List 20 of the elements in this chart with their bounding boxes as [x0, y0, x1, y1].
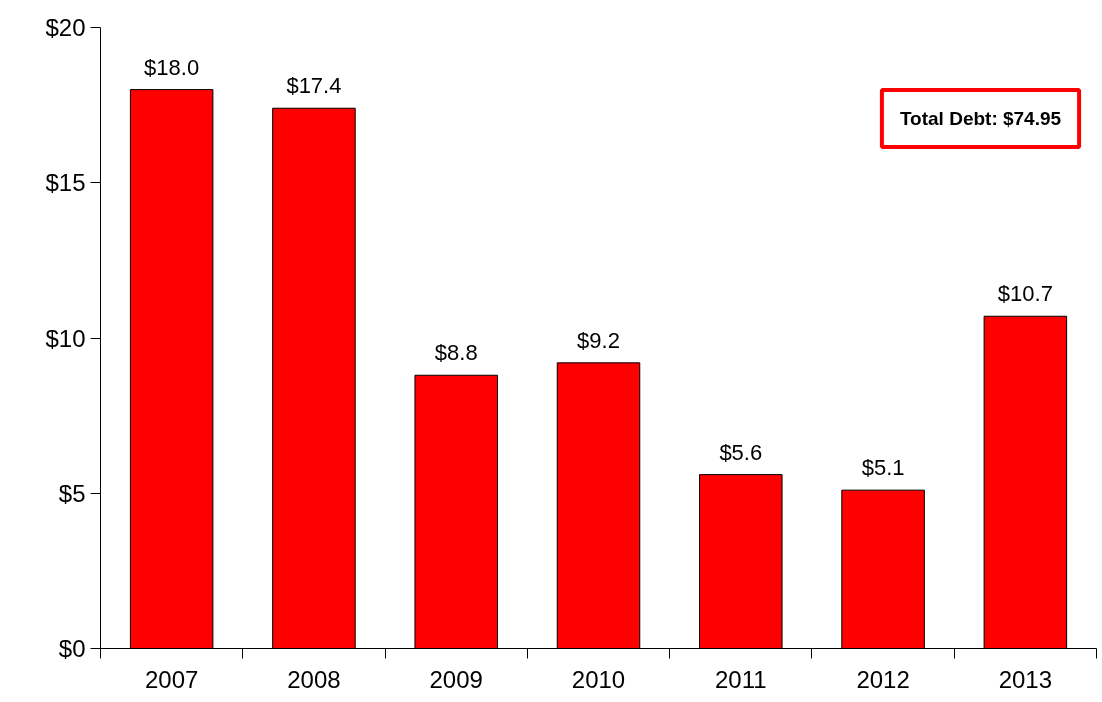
data-label: $9.2 — [577, 327, 620, 353]
y-tick-label: $10 — [45, 324, 86, 352]
x-tick-label: 2013 — [998, 665, 1053, 693]
x-tick-label: 2012 — [856, 665, 910, 693]
y-tick-label: $0 — [58, 635, 86, 662]
data-label: $8.8 — [434, 340, 478, 366]
data-label: $17.4 — [286, 73, 342, 99]
annotation: Total Debt: $74.95 — [899, 108, 1062, 129]
x-tick-label: 2010 — [571, 665, 626, 693]
y-tick-label: $15 — [45, 169, 86, 197]
x-tick-label: 2009 — [429, 665, 483, 693]
data-label: $10.7 — [997, 281, 1053, 307]
x-tick-label: 2007 — [144, 665, 199, 693]
x-tick-label: 2008 — [287, 665, 341, 693]
y-tick-label: $5 — [58, 479, 86, 507]
data-label: $5.6 — [719, 439, 763, 465]
y-tick-label: $20 — [45, 14, 86, 41]
data-label: $18.0 — [144, 54, 200, 80]
x-tick-label: 2011 — [714, 665, 767, 693]
data-label: $5.1 — [861, 455, 905, 481]
